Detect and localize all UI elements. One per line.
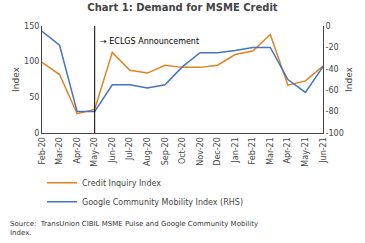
svg-text:May-20: May-20 — [90, 137, 99, 166]
svg-text:Apr-21: Apr-21 — [283, 137, 292, 163]
svg-text:Chart 1: Demand for MSME Credi: Chart 1: Demand for MSME Credit — [87, 2, 278, 13]
svg-text:-60: -60 — [326, 86, 339, 95]
svg-text:Dec-20: Dec-20 — [213, 137, 222, 166]
svg-text:Credit Inquiry Index: Credit Inquiry Index — [82, 179, 161, 188]
svg-text:Aug-20: Aug-20 — [143, 137, 152, 166]
svg-text:50: 50 — [29, 93, 39, 102]
svg-text:Nov-20: Nov-20 — [196, 137, 205, 165]
svg-text:Apr-20: Apr-20 — [73, 137, 82, 163]
svg-text:-20: -20 — [326, 43, 339, 52]
svg-text:-80: -80 — [326, 107, 339, 116]
svg-text:Sep-20: Sep-20 — [161, 137, 170, 165]
svg-text:100: 100 — [24, 57, 39, 66]
svg-text:Jun-21: Jun-21 — [319, 137, 328, 164]
svg-text:Jun-20: Jun-20 — [108, 137, 117, 164]
svg-text:Index: Index — [344, 66, 354, 91]
svg-text:→ ECLGS Announcement: → ECLGS Announcement — [100, 37, 199, 46]
svg-text:Feb-21: Feb-21 — [248, 137, 257, 164]
svg-text:Jul-20: Jul-20 — [125, 137, 134, 161]
svg-text:0: 0 — [34, 129, 39, 138]
svg-text:Google Community Mobility Inde: Google Community Mobility Index (RHS) — [82, 198, 243, 207]
svg-text:Jan-21: Jan-21 — [231, 137, 240, 163]
svg-text:Oct-20: Oct-20 — [178, 137, 187, 164]
svg-text:Mar-20: Mar-20 — [55, 137, 64, 165]
svg-text:-40: -40 — [326, 65, 339, 74]
svg-text:Index: Index — [11, 66, 21, 91]
svg-text:0: 0 — [326, 22, 331, 31]
svg-text:May-21: May-21 — [301, 137, 310, 166]
svg-text:Mar-21: Mar-21 — [266, 137, 275, 165]
svg-text:Feb-20: Feb-20 — [38, 137, 47, 164]
svg-text:Source: TransUnion CIBIL MSME: Source: TransUnion CIBIL MSME Pulse and … — [10, 220, 258, 237]
svg-text:-100: -100 — [326, 129, 344, 138]
svg-text:150: 150 — [24, 22, 39, 31]
